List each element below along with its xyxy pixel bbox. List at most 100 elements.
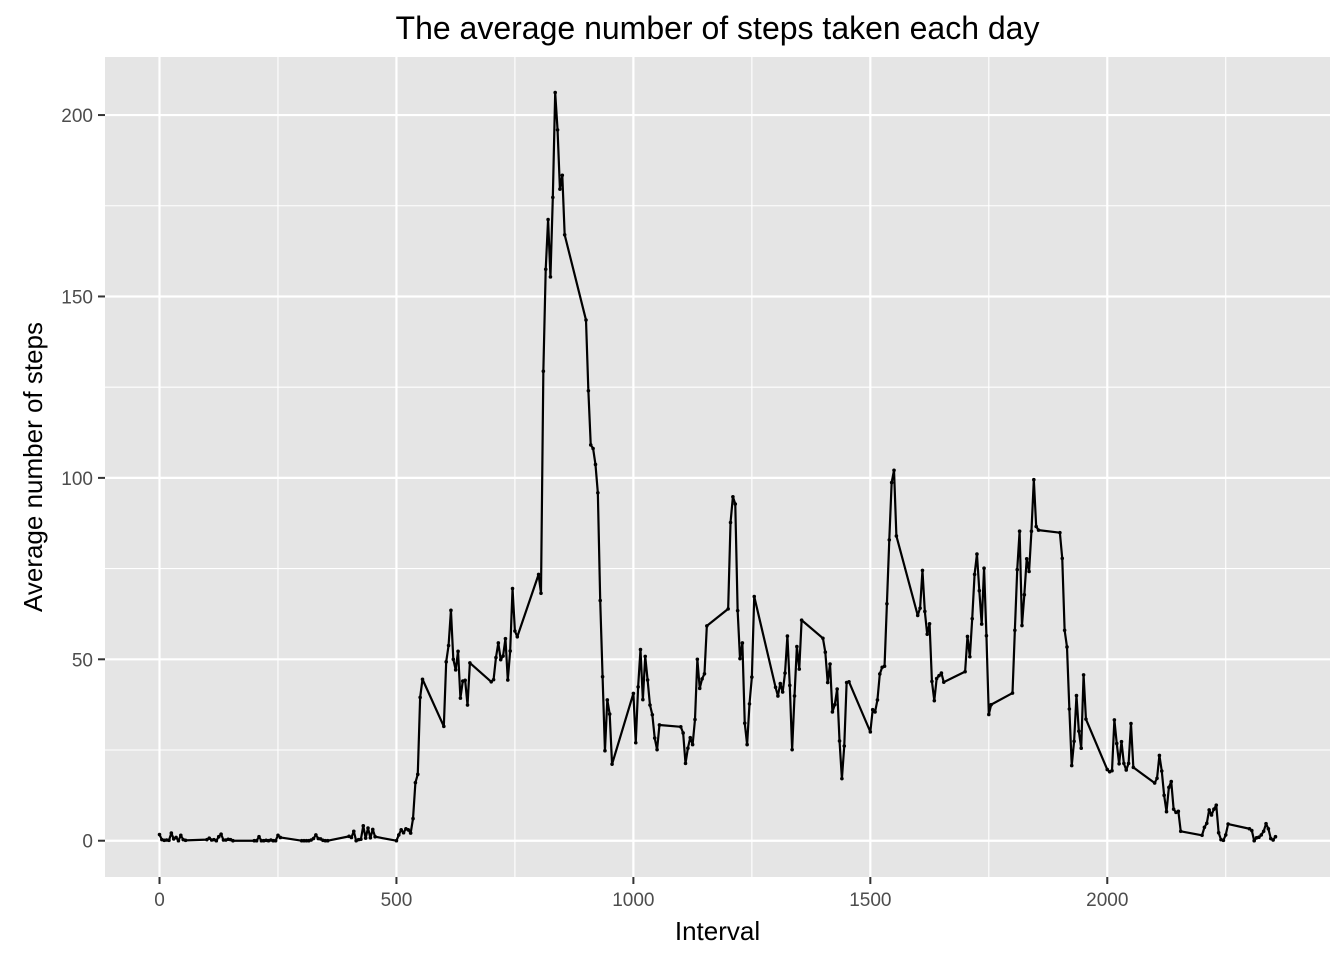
data-point [937,673,941,678]
data-point [918,606,922,610]
data-point [873,710,877,714]
data-point [399,828,403,832]
data-point [1032,477,1036,482]
data-point [972,572,977,577]
data-point [695,657,700,662]
data-point [562,232,567,237]
data-point [1017,529,1022,534]
data-point [932,698,937,703]
data-point [498,657,503,662]
data-point [501,654,505,658]
data-point [1223,833,1228,837]
data-point [868,730,873,734]
data-point [1013,628,1017,633]
data-point [451,657,456,662]
x-tick-label: 1000 [612,890,654,911]
data-point [1216,830,1221,835]
data-point [970,616,975,621]
data-point [1259,833,1264,837]
data-point [1084,717,1088,721]
data-point [752,594,757,599]
data-point [176,838,181,843]
data-point [1176,809,1181,814]
data-point [539,591,543,596]
data-point [1226,822,1230,826]
data-point [840,776,844,781]
data-point [418,695,422,700]
data-point [311,836,316,841]
data-point [1122,761,1126,766]
data-point [586,389,591,393]
data-point [361,824,366,828]
data-point [214,838,219,843]
data-point [965,634,970,639]
data-point [370,827,375,832]
data-point [887,538,892,542]
data-point [633,740,638,745]
data-point [787,683,792,688]
x-tick-label: 500 [381,890,413,911]
data-point [1126,761,1131,766]
x-tick-label: 0 [154,890,165,911]
data-point [1022,592,1027,597]
data-point [889,480,894,485]
data-point [1169,779,1174,784]
data-point [1250,828,1254,833]
data-point [584,318,588,322]
data-point [930,679,934,684]
data-point [894,534,899,538]
data-point [1036,528,1041,532]
data-point [553,90,557,95]
data-point [1214,803,1219,807]
data-point [373,834,377,839]
data-point [174,835,178,840]
major-gridlines [105,57,1330,877]
data-point [167,838,171,843]
data-point [489,680,494,684]
data-point [1273,834,1278,839]
data-point [631,691,636,696]
data-point [1207,808,1211,812]
data-point [650,713,655,717]
data-point [1034,524,1038,529]
data-point [963,669,967,674]
data-point [742,721,747,725]
data-point [463,678,467,683]
data-point [968,654,972,659]
data-point [915,613,920,618]
data-point [551,195,555,200]
data-point [1167,785,1171,790]
data-point [408,831,413,835]
data-point [558,187,562,191]
data-point [643,654,648,659]
data-point [1069,763,1074,768]
data-point [1202,825,1207,830]
data-point [1112,718,1117,722]
data-point [1029,529,1034,534]
data-point [776,694,780,698]
data-point [503,636,508,641]
data-point [989,702,993,707]
data-point [683,761,688,766]
data-point [1164,809,1169,814]
minor-gridlines [105,57,1330,877]
data-point [648,703,652,707]
data-point [368,836,373,840]
x-tick-label: 2000 [1086,890,1128,911]
data-point [446,643,451,648]
data-point [847,680,851,684]
y-tick-label: 0 [82,832,93,853]
data-point [1124,768,1129,772]
data-point [688,735,693,740]
data-point [878,672,882,676]
data-point [491,677,496,682]
data-point [1065,645,1069,649]
data-point [596,490,600,495]
data-point [1157,753,1162,758]
y-axis-title: Average number of steps [18,322,48,612]
data-point [738,656,742,661]
data-point [401,830,406,835]
data-point [828,662,832,666]
data-point [645,678,650,682]
data-point [830,710,835,714]
